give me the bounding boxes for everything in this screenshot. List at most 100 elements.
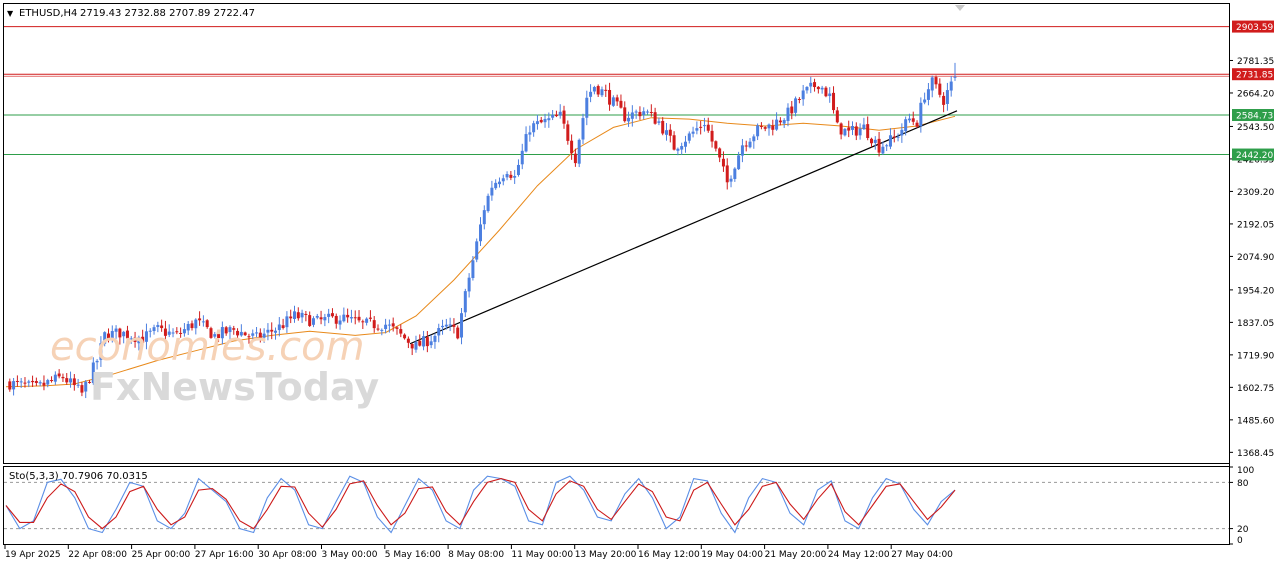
candle-body [255, 332, 259, 334]
candle-body [801, 90, 805, 100]
candle-body [467, 277, 471, 292]
candle-body [144, 331, 148, 342]
time-tick-label: 5 May 16:00 [385, 550, 441, 560]
candle-body [441, 325, 445, 328]
chart-header: ▼ ETHUSD,H4 2719.43 2732.88 2707.89 2722… [7, 8, 255, 19]
candle-body [706, 124, 710, 131]
candle-body [885, 145, 889, 147]
stochastic-plot-frame [3, 466, 1230, 545]
candle-body [274, 330, 278, 333]
candle-body [175, 331, 179, 333]
candle-body [778, 120, 782, 123]
level-tag-label: 2442.20 [1236, 151, 1273, 161]
candle-body [133, 337, 137, 342]
candle-body [915, 122, 919, 127]
candle-body [646, 111, 650, 113]
candle-body [805, 86, 809, 91]
candle-body [12, 381, 16, 390]
candle-body [315, 315, 319, 318]
candle-body [532, 123, 536, 133]
candle-body [729, 178, 733, 182]
candle-body [410, 344, 414, 349]
candle-body [718, 148, 722, 158]
time-tick-label: 11 May 00:00 [511, 550, 573, 560]
candle-body [657, 121, 661, 123]
candle-body [930, 77, 934, 91]
candle-body [756, 125, 760, 137]
candle-body [106, 333, 110, 341]
candle-body [839, 123, 843, 135]
candle-body [319, 317, 323, 320]
candle-body [122, 331, 126, 337]
candle-body [771, 125, 775, 130]
candle-body [577, 139, 581, 164]
candle-body [539, 119, 543, 123]
stochastic-scale: 100 80 200 [1229, 466, 1254, 546]
candle-body [76, 384, 80, 386]
price-plot-frame [3, 3, 1230, 464]
candle-body [118, 328, 122, 338]
candle-body [228, 327, 232, 333]
candle-body [600, 89, 604, 96]
ascending-trendline[interactable] [409, 110, 958, 345]
candle-body [292, 311, 296, 319]
candles-layer [8, 62, 957, 399]
candle-body [953, 76, 957, 78]
scroll-marker-icon[interactable] [955, 5, 965, 11]
time-tick-label: 22 Apr 08:00 [68, 550, 127, 560]
candle-body [171, 332, 175, 334]
candle-body [372, 320, 376, 329]
candle-body [611, 97, 615, 106]
candle-body [566, 124, 570, 141]
candle-body [665, 130, 669, 135]
candle-body [721, 158, 725, 167]
candle-body [456, 327, 460, 339]
candle-body [99, 343, 103, 360]
candle-body [627, 117, 631, 122]
time-axis: 19 Apr 2025 22 Apr 08:00 25 Apr 00:00 27 Ap… [4, 545, 953, 560]
price-tick-label: 2664.20 [1237, 89, 1274, 99]
candle-body [877, 138, 881, 153]
price-tick-label: 1485.60 [1237, 416, 1274, 426]
price-tick-label: 1368.45 [1237, 449, 1274, 459]
candle-body [763, 127, 767, 129]
level-tag-bg [1232, 20, 1274, 33]
trendline-layer[interactable] [409, 110, 958, 345]
candle-body [672, 135, 676, 150]
candle-body [300, 312, 304, 318]
stochastic-tick-label: 0 [1237, 536, 1243, 546]
candle-body [847, 127, 851, 131]
candle-body [433, 335, 437, 342]
candle-body [380, 329, 384, 331]
candle-body [53, 374, 57, 382]
candle-body [19, 381, 23, 383]
candle-body [311, 318, 315, 325]
candle-body [399, 329, 403, 334]
candle-body [262, 333, 266, 338]
candle-body [220, 327, 224, 339]
candle-body [824, 87, 828, 97]
candle-body [554, 114, 558, 117]
candle-body [866, 124, 870, 139]
candle-body [691, 131, 695, 134]
candle-body [463, 291, 467, 313]
candle-body [482, 210, 486, 225]
candle-body [676, 148, 680, 151]
candle-body [414, 341, 418, 350]
candle-body [277, 324, 281, 331]
candle-body [528, 132, 532, 135]
candle-body [330, 313, 334, 317]
menu-arrow-icon[interactable]: ▼ [7, 9, 14, 18]
candle-body [923, 99, 927, 103]
candle-body [737, 155, 741, 170]
candle-body [182, 329, 186, 334]
candle-body [547, 118, 551, 121]
candle-body [258, 332, 262, 339]
candle-body [653, 112, 657, 124]
candle-body [949, 81, 953, 91]
candle-body [201, 321, 205, 323]
candle-body [513, 175, 517, 178]
candle-body [596, 86, 600, 95]
candle-body [232, 328, 236, 330]
candle-body [84, 381, 88, 392]
